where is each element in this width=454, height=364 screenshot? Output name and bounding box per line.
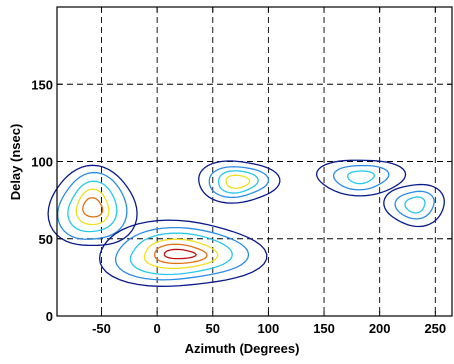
contour-line xyxy=(57,171,128,240)
x-tick-label: 100 xyxy=(258,321,280,336)
y-tick-label: 0 xyxy=(46,309,53,324)
x-axis-title: Azimuth (Degrees) xyxy=(185,341,300,356)
contour-line xyxy=(114,227,250,281)
contour-line xyxy=(75,188,110,226)
contour-cluster xyxy=(383,183,445,228)
y-tick-label: 50 xyxy=(39,232,53,247)
x-tick-label: 50 xyxy=(206,321,220,336)
contour-line xyxy=(347,170,375,185)
x-tick-label: 200 xyxy=(369,321,391,336)
contour-line xyxy=(47,164,138,247)
tick-layer: -50 0 50 100 150 200 250 0 50 100 150 xyxy=(31,7,452,336)
contour-line xyxy=(143,238,219,270)
x-tick-label: 150 xyxy=(313,321,335,336)
contour-line xyxy=(98,219,268,287)
contour-line xyxy=(67,180,118,233)
contour-cluster xyxy=(98,219,268,287)
contour-line xyxy=(129,232,233,276)
contour-line xyxy=(404,196,426,214)
contour-cluster xyxy=(47,164,138,247)
contour-line xyxy=(217,170,259,194)
contour-line xyxy=(163,248,197,260)
contour-line xyxy=(225,174,251,189)
contour-line xyxy=(383,183,445,228)
contour-cluster xyxy=(315,159,407,197)
contour-line xyxy=(315,159,407,197)
contour-cluster xyxy=(198,160,281,204)
y-tick-label: 100 xyxy=(31,155,53,170)
contour-line xyxy=(332,164,390,191)
contour-line xyxy=(394,190,435,220)
contour-line xyxy=(154,243,208,265)
contour-layer xyxy=(47,159,445,287)
contour-line xyxy=(208,166,270,199)
x-tick-label: -50 xyxy=(92,321,111,336)
y-tick-label: 150 xyxy=(31,77,53,92)
x-tick-label: 0 xyxy=(154,321,161,336)
y-axis-title: Delay (nsec) xyxy=(8,124,23,201)
contour-line xyxy=(198,160,281,204)
x-tick-label: 250 xyxy=(424,321,446,336)
contour-line xyxy=(82,197,104,218)
